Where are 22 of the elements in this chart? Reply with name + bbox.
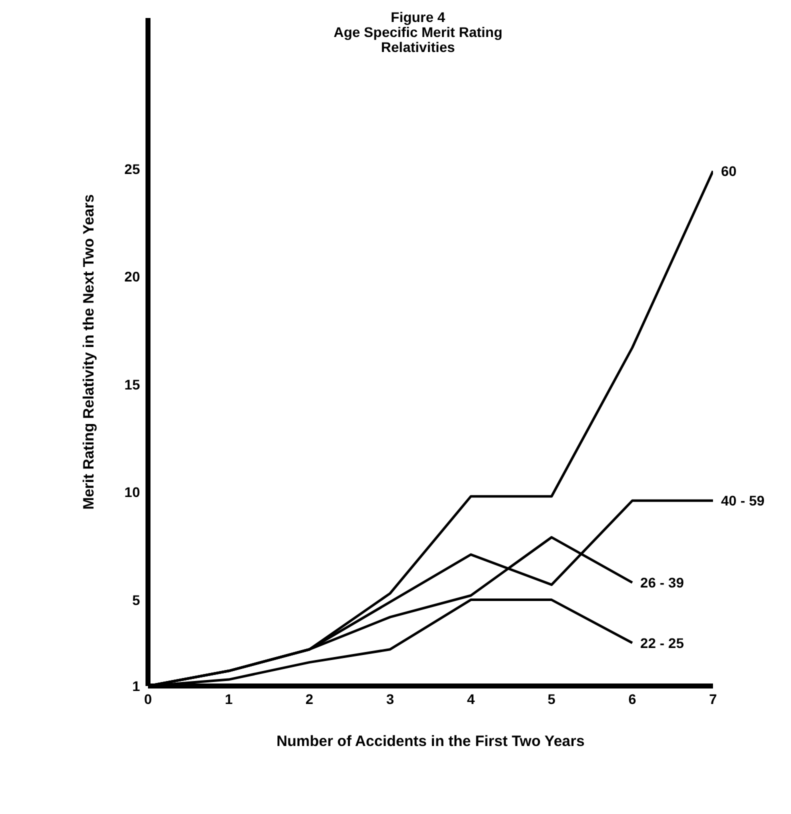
y-tick-label: 20 bbox=[124, 268, 140, 285]
y-tick-label: 5 bbox=[132, 592, 140, 608]
chart-title: Figure 4 bbox=[390, 9, 446, 25]
series-label: 60 bbox=[721, 162, 737, 179]
x-tick-label: 1 bbox=[224, 690, 233, 707]
x-tick-label: 0 bbox=[144, 690, 152, 707]
y-tick-label: 10 bbox=[124, 484, 140, 500]
series-label: 26 - 39 bbox=[640, 574, 684, 591]
y-tick-label: 25 bbox=[124, 160, 140, 177]
x-tick-label: 6 bbox=[628, 690, 636, 707]
series-label: 40 - 59 bbox=[721, 492, 765, 509]
x-axis-title: Number of Accidents in the First Two Years bbox=[276, 733, 585, 750]
text: Age Specific Merit Rating Relativities bbox=[332, 24, 504, 55]
x-tick-label: 2 bbox=[306, 690, 314, 707]
x-tick-label: 7 bbox=[709, 690, 718, 707]
x-tick-label: 3 bbox=[386, 690, 394, 707]
y-axis-title: Merit Rating Relativity in the Next Two Years bbox=[80, 194, 98, 510]
x-tick-label: 5 bbox=[548, 690, 556, 707]
y-tick-label: 1 bbox=[132, 678, 140, 694]
x-tick-label: 4 bbox=[466, 690, 475, 707]
y-tick-label: 15 bbox=[124, 376, 140, 392]
series-label: 22 - 25 bbox=[640, 634, 684, 651]
